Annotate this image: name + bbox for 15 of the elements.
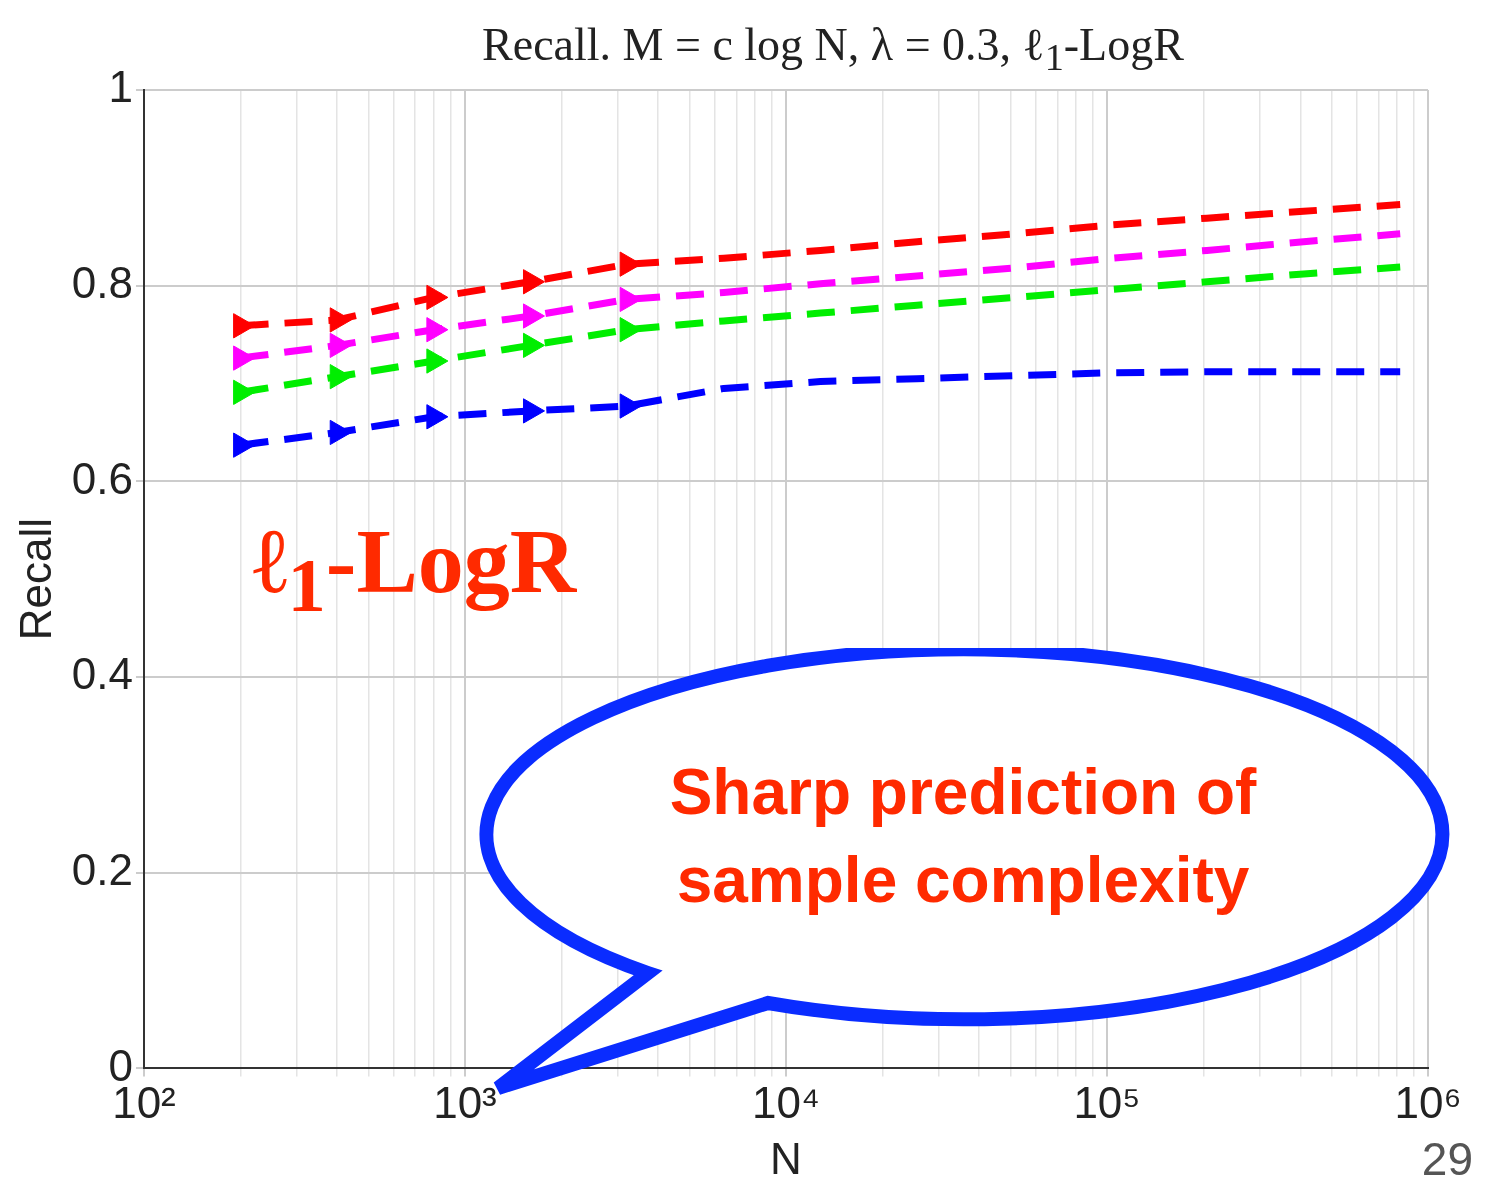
x-tick-label: 10³ bbox=[433, 1077, 497, 1127]
annotation: Sharp prediction of sample complexity bbox=[668, 755, 1258, 918]
chart-title: Recall. M = c log N, λ = 0.3, ℓ$_{1}$-LogR bbox=[481, 18, 1185, 80]
x-tick-label: 10⁵ bbox=[1073, 1077, 1141, 1127]
y-tick-label: 0.8 bbox=[71, 257, 133, 307]
y-tick-label: 1 bbox=[108, 62, 133, 112]
y-tick-label: 0.4 bbox=[71, 649, 133, 699]
x-tick-label: 10⁶ bbox=[1394, 1077, 1462, 1127]
x-tick-label: 10⁴ bbox=[752, 1077, 820, 1127]
x-axis-title: N bbox=[770, 1133, 802, 1183]
annotation: ℓ$_{1}$-LogR bbox=[253, 509, 577, 631]
y-tick-label: 0.6 bbox=[71, 453, 133, 503]
text: 29 bbox=[1421, 1132, 1473, 1186]
y-tick-label: 0.2 bbox=[71, 844, 133, 894]
y-axis-title: Recall bbox=[10, 518, 60, 641]
